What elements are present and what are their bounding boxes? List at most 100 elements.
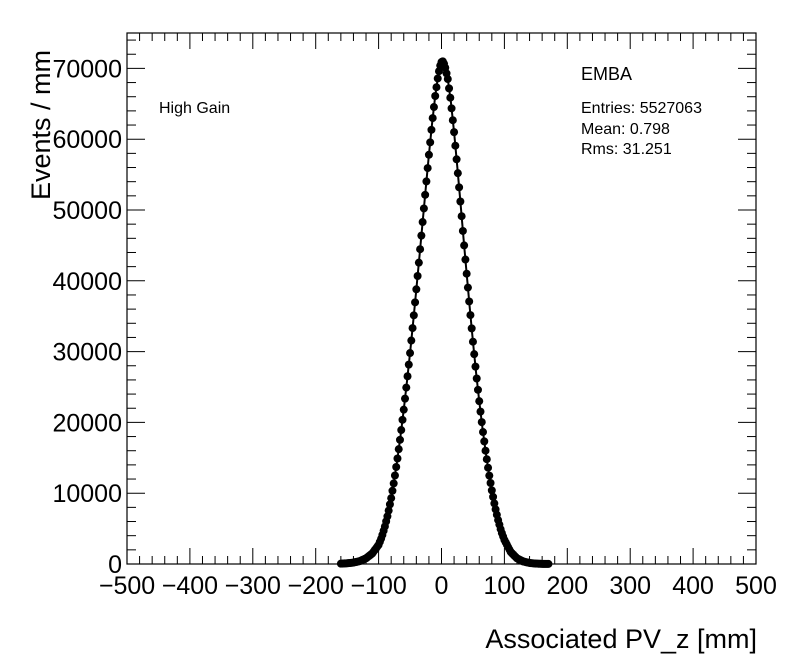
data-point	[455, 183, 464, 192]
data-point	[445, 84, 454, 93]
data-point	[407, 336, 416, 345]
data-point	[443, 75, 452, 84]
data-point	[432, 83, 441, 92]
data-point	[414, 258, 423, 267]
data-point	[477, 418, 486, 427]
data-point	[475, 397, 484, 406]
high-gain-label: High Gain	[159, 100, 230, 117]
x-tick-labels: −500 −400 −300 −200 −100 0 100 200 300 400 500	[99, 572, 777, 600]
data-point	[388, 486, 397, 495]
data-point	[426, 138, 435, 147]
data-point	[417, 231, 426, 240]
data-point	[416, 245, 425, 254]
data-point	[467, 324, 476, 333]
data-point	[403, 372, 412, 381]
data-point	[479, 428, 488, 437]
data-point	[470, 350, 479, 359]
data-point	[423, 164, 432, 173]
data-point	[394, 445, 403, 454]
stats-entries: Entries: 5527063	[581, 100, 702, 117]
x-tick-label: −500	[99, 572, 155, 600]
data-points	[336, 57, 553, 568]
data-point	[472, 374, 481, 383]
data-point	[490, 499, 499, 508]
y-tick-label: 50000	[52, 197, 122, 225]
data-point	[429, 103, 438, 112]
data-point	[392, 463, 401, 471]
y-axis-title: Events / mm	[26, 50, 56, 200]
data-point	[401, 394, 410, 403]
data-point	[384, 506, 393, 515]
y-tick-label: 10000	[52, 480, 122, 508]
data-point	[471, 362, 480, 371]
data-point	[489, 492, 498, 501]
stats-title: EMBA	[581, 64, 632, 84]
data-point	[433, 74, 442, 83]
x-axis-title: Associated PV_z [mm]	[485, 624, 757, 654]
data-point	[385, 500, 394, 509]
data-point	[397, 426, 406, 435]
axis-ticks	[126, 33, 757, 565]
data-point	[411, 298, 420, 307]
data-point	[465, 297, 474, 306]
x-tick-label: −200	[288, 572, 344, 600]
data-point	[448, 116, 457, 125]
data-point	[409, 311, 418, 320]
data-point	[463, 283, 472, 292]
data-point	[428, 114, 437, 123]
x-tick-label: 500	[735, 572, 777, 600]
y-tick-label: 40000	[52, 268, 122, 296]
data-point	[393, 454, 402, 463]
data-point	[450, 128, 459, 137]
data-point	[468, 337, 477, 346]
data-point	[404, 360, 413, 369]
x-tick-label: 400	[672, 572, 714, 600]
data-point	[389, 479, 398, 488]
data-point	[408, 324, 417, 333]
data-line	[340, 59, 549, 565]
data-point	[406, 349, 415, 358]
y-tick-label: 30000	[52, 339, 122, 367]
data-point	[424, 150, 433, 159]
data-point	[486, 479, 495, 487]
data-point	[460, 241, 469, 250]
x-tick-label: 100	[484, 572, 526, 600]
data-point	[395, 435, 404, 444]
stats-mean: Mean: 0.798	[581, 121, 670, 138]
data-point	[446, 93, 455, 102]
data-point	[398, 415, 407, 424]
data-point	[418, 218, 427, 227]
data-point	[457, 212, 466, 221]
data-point	[451, 141, 460, 150]
data-point	[422, 177, 431, 186]
data-point	[544, 559, 553, 568]
data-point	[419, 204, 428, 213]
data-point	[427, 125, 436, 134]
data-point	[458, 226, 467, 235]
data-point	[421, 190, 430, 199]
data-point	[466, 311, 475, 320]
data-point	[399, 405, 408, 414]
data-point	[461, 255, 470, 264]
data-point	[484, 463, 493, 472]
data-point	[412, 285, 421, 294]
data-point	[390, 471, 399, 480]
x-tick-label: −100	[350, 572, 406, 600]
y-tick-labels: 0 10000 20000 30000 40000 50000 60000 70000	[52, 55, 122, 579]
x-tick-label: 200	[546, 572, 588, 600]
data-point	[387, 494, 396, 503]
y-tick-label: 70000	[52, 55, 122, 83]
data-point	[485, 471, 494, 480]
x-tick-label: −400	[162, 572, 218, 600]
data-point	[402, 383, 411, 392]
y-tick-label: 60000	[52, 126, 122, 154]
data-point	[462, 269, 471, 278]
y-tick-label: 20000	[52, 409, 122, 437]
stats-rms: Rms: 31.251	[581, 141, 672, 158]
data-point	[431, 92, 440, 101]
data-point	[482, 455, 491, 464]
y-tick-label: 0	[108, 551, 122, 579]
data-point	[456, 197, 465, 206]
data-point	[453, 169, 462, 178]
